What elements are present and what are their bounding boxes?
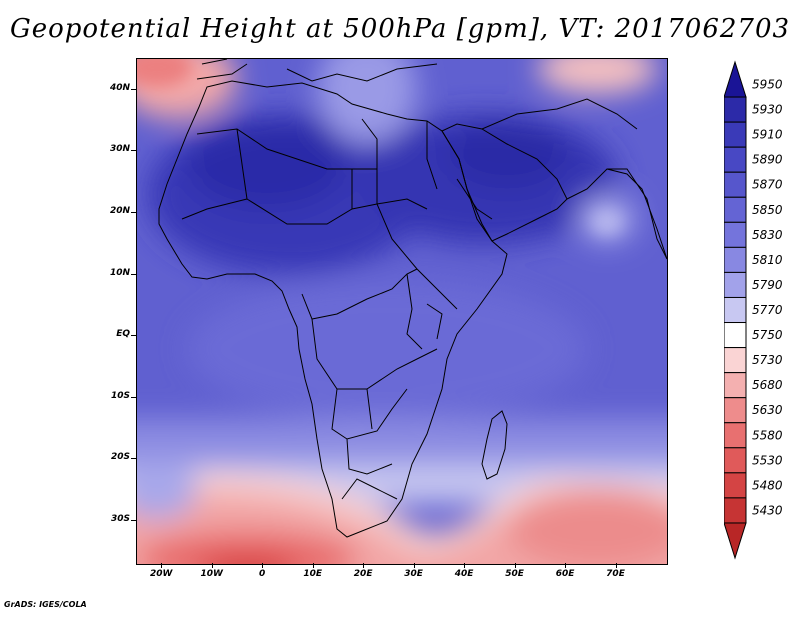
colorbar-cell (723, 296, 747, 324)
lat-tick (131, 211, 136, 213)
colorbar-label: 5530 (752, 453, 783, 467)
colorbar-cell (723, 472, 747, 499)
lat-tick (131, 150, 136, 152)
lon-label: 30E (404, 569, 423, 579)
lon-tick (615, 563, 617, 568)
height-field (137, 59, 667, 564)
colorbar-label: 5950 (752, 78, 783, 92)
colorbar-label: 5830 (752, 228, 783, 242)
lat-label: 10N (109, 267, 130, 278)
lon-tick (262, 563, 264, 568)
colorbar-label: 5930 (752, 103, 783, 117)
lon-label: 0 (259, 569, 266, 579)
lon-tick (565, 563, 567, 568)
colorbar-label: 5430 (752, 503, 783, 517)
lon-tick (363, 563, 365, 568)
colorbar-cell (723, 196, 747, 223)
colorbar-label: 5630 (752, 403, 783, 417)
colorbar-label: 5580 (752, 428, 783, 442)
colorbar-cell (723, 322, 747, 349)
lat-label: 30S (110, 513, 130, 524)
lon-tick (464, 563, 466, 568)
colorbar-label: 5750 (752, 328, 783, 342)
colorbar: 5950 5930 5910 5890 5870 5850 5830 5810 5790 5770… (723, 60, 796, 560)
lat-label: 10S (110, 390, 130, 401)
colorbar-label: 5810 (752, 253, 783, 267)
lat-tick (131, 335, 136, 337)
colorbar-label: 5790 (752, 278, 783, 292)
colorbar-cell (723, 522, 747, 560)
colorbar-cell (723, 221, 747, 248)
colorbar-label: 5480 (752, 478, 783, 492)
colorbar-cell (723, 60, 747, 98)
credit-text: GrADS: IGES/COLA (4, 600, 87, 609)
lat-tick (131, 519, 136, 521)
colorbar-label: 5680 (752, 378, 783, 392)
lon-label: 70E (606, 569, 625, 579)
colorbar-cell (723, 146, 747, 173)
height-field-map (137, 59, 667, 564)
lon-label: 10E (303, 569, 322, 579)
colorbar-cell (723, 171, 747, 198)
colorbar-graphic: 5950 5930 5910 5890 5870 5850 5830 5810 5790 5770… (723, 60, 783, 560)
colorbar-cell (723, 271, 747, 298)
map-panel (136, 58, 668, 565)
colorbar-cell (723, 246, 747, 273)
lon-tick (161, 563, 163, 568)
lat-tick (131, 458, 136, 460)
colorbar-label: 5870 (752, 178, 783, 192)
colorbar-cell (723, 447, 747, 474)
coastlines-and-borders (158, 59, 667, 538)
colorbar-cell (723, 422, 747, 449)
lon-tick (514, 563, 516, 568)
colorbar-cell (723, 347, 747, 374)
colorbar-cell (723, 372, 747, 399)
lat-tick (131, 273, 136, 275)
map-title: Geopotential Height at 500hPa [gpm], VT:… (9, 14, 791, 44)
lon-tick (413, 563, 415, 568)
colorbar-cell (723, 397, 747, 424)
colorbar-label: 5850 (752, 203, 783, 217)
colorbar-cell (723, 96, 747, 123)
lon-label: 20W (150, 569, 173, 579)
lon-label: 60E (555, 569, 575, 579)
lat-label: 40N (109, 82, 130, 93)
lon-label: 10W (200, 569, 223, 579)
lat-tick (131, 396, 136, 398)
colorbar-label: 5910 (752, 128, 783, 142)
lat-label: EQ (116, 329, 130, 340)
lon-label: 40E (454, 569, 474, 579)
colorbar-cell (723, 121, 747, 148)
lat-label: 30N (109, 144, 130, 155)
lon-tick (312, 563, 314, 568)
lon-label: 20E (353, 569, 373, 579)
colorbar-cell (723, 497, 747, 524)
colorbar-label: 5890 (752, 153, 783, 167)
lat-label: 20S (110, 452, 130, 463)
lat-tick (131, 88, 136, 90)
colorbar-label: 5770 (752, 303, 783, 317)
lon-tick (211, 563, 213, 568)
lon-label: 50E (505, 569, 524, 579)
lat-label: 20N (109, 205, 130, 216)
colorbar-label: 5730 (752, 353, 783, 367)
